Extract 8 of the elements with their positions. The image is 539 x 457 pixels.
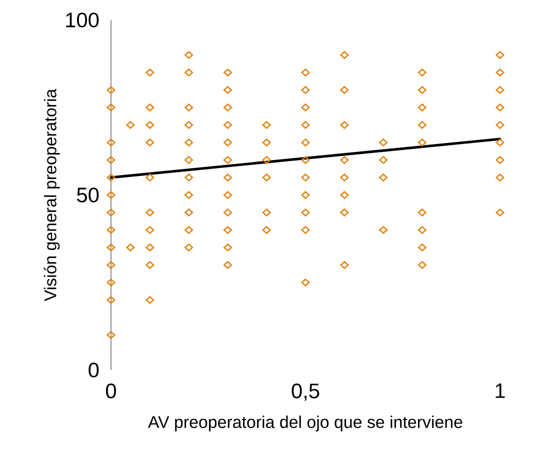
x-tick-label: 0,5 [292, 384, 320, 401]
x-tick-label: 0 [106, 384, 116, 398]
y-tick-label: 0 [88, 362, 99, 378]
x-axis-title: AV preoperatoria del ojo que se interviene [148, 416, 462, 432]
y-tick-label: 100 [66, 12, 99, 28]
y-axis-title: Visión general preoperatoria [44, 88, 60, 302]
y-tick-label: 50 [77, 188, 99, 202]
x-tick-label: 1 [496, 384, 505, 398]
